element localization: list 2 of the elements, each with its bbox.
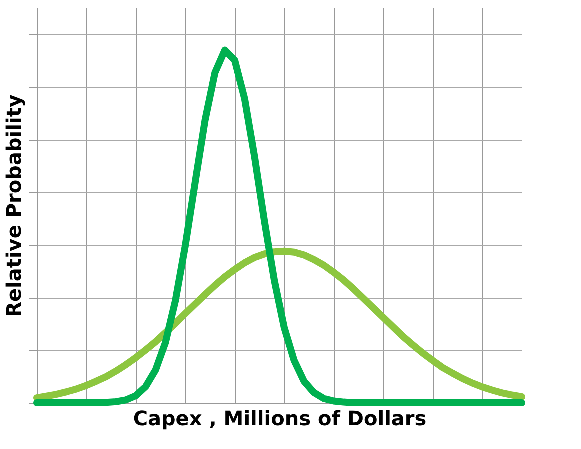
y-axis-title: Relative Probability [2,94,26,318]
x-axis-title: Capex , Millions of Dollars [133,406,427,430]
